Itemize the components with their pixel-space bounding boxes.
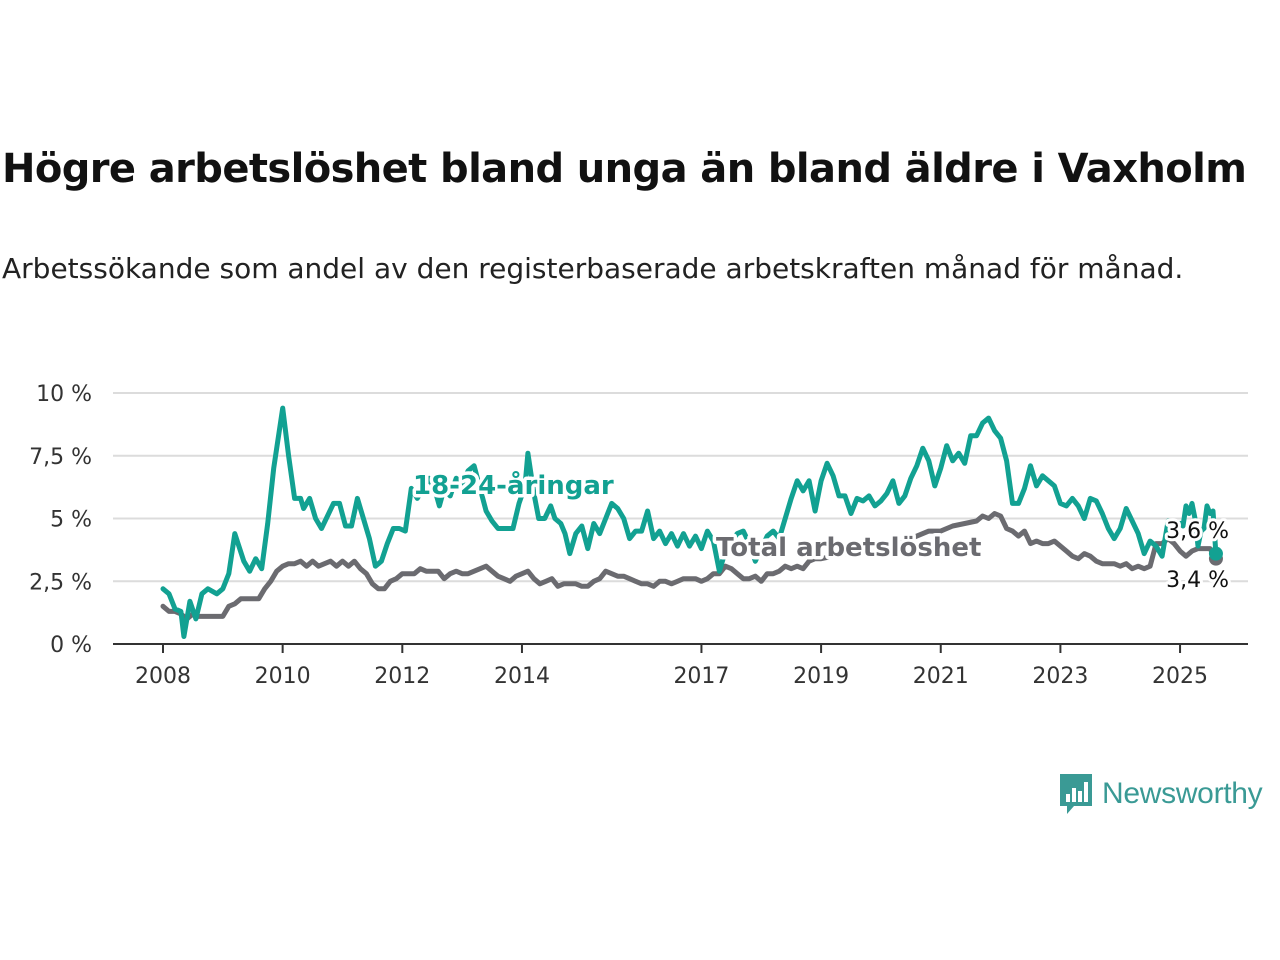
chart-title: Högre arbetslöshet bland unga än bland ä… <box>2 146 1247 192</box>
x-tick-label: 2008 <box>135 664 191 689</box>
y-tick-label: 2,5 % <box>29 570 92 595</box>
y-tick-label: 7,5 % <box>29 445 92 470</box>
chart-subtitle: Arbetssökande som andel av den registerb… <box>2 252 1184 285</box>
end-label-18-24: 3,6 % <box>1166 519 1229 544</box>
x-tick-label: 2025 <box>1152 664 1208 689</box>
x-tick-label: 2023 <box>1032 664 1088 689</box>
line-chart: 0 % 2,5 % 5 % 7,5 % 10 % 2008 2010 2012 2014 201… <box>29 382 1248 689</box>
x-tick-label: 2019 <box>793 664 849 689</box>
series-line-total <box>160 511 1219 622</box>
x-axis-ticks: 2008 2010 2012 2014 2017 2019 2021 2023 2025 <box>135 644 1208 689</box>
x-tick-label: 2021 <box>913 664 969 689</box>
brand-name: Newsworthy <box>1102 777 1263 810</box>
newsworthy-brand: Newsworthy <box>1058 772 1263 816</box>
y-tick-label: 5 % <box>50 508 92 533</box>
series-labels: 18-24-åringar Total arbetslöshet 3,6 % 3,4 … <box>410 466 1233 597</box>
end-label-total: 3,4 % <box>1166 568 1229 593</box>
newsworthy-logo-icon <box>1060 774 1092 814</box>
x-tick-label: 2010 <box>255 664 311 689</box>
series-label-total: Total arbetslöshet <box>716 533 981 563</box>
series-lines <box>160 405 1223 639</box>
series-label-18-24: 18-24-åringar <box>413 469 614 501</box>
y-tick-label: 10 % <box>36 382 92 407</box>
end-point-18-24 <box>1208 546 1223 561</box>
x-tick-label: 2017 <box>673 664 729 689</box>
x-tick-label: 2014 <box>494 664 550 689</box>
x-tick-label: 2012 <box>374 664 430 689</box>
y-tick-label: 0 % <box>50 633 92 658</box>
series-line-18-24 <box>160 405 1219 639</box>
y-axis-ticks: 0 % 2,5 % 5 % 7,5 % 10 % <box>29 382 92 658</box>
